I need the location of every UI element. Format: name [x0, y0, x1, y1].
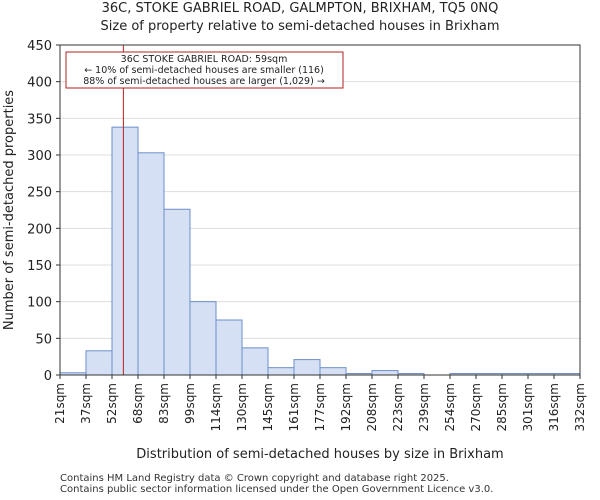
x-tick-label: 316sqm: [547, 383, 561, 431]
footer-copyright: Contains HM Land Registry data © Crown c…: [60, 473, 449, 484]
annotation-line-2: ← 10% of semi-detached houses are smalle…: [84, 65, 324, 76]
y-tick-label: 450: [27, 39, 52, 54]
x-tick-label: 285sqm: [495, 383, 509, 431]
y-tick-label: 50: [35, 332, 52, 347]
x-tick-label: 270sqm: [469, 383, 483, 431]
bar-114sqm: [215, 319, 243, 376]
x-tick-label: 192sqm: [339, 383, 353, 431]
y-tick-label: 200: [27, 222, 52, 237]
x-tick-label: 83sqm: [157, 383, 171, 424]
y-axis-ticks: 0 50 100 150 200 250 300 350 400 450: [27, 39, 60, 384]
x-tick-label: 161sqm: [287, 383, 301, 431]
bar-208sqm: [371, 370, 399, 376]
bar-161sqm: [293, 359, 321, 376]
x-tick-label: 21sqm: [53, 383, 67, 424]
y-tick-label: 150: [27, 259, 52, 274]
bar-37sqm: [85, 350, 113, 376]
bar-83sqm: [163, 208, 191, 376]
y-tick-label: 300: [27, 149, 52, 164]
bar-99sqm: [189, 301, 217, 376]
bars: [59, 126, 581, 376]
x-tick-label: 208sqm: [365, 383, 379, 431]
footer-licence: Contains public sector information licen…: [60, 484, 494, 495]
y-tick-label: 350: [27, 112, 52, 127]
y-axis-label: Number of semi-detached properties: [2, 90, 17, 330]
bar-130sqm: [241, 347, 269, 376]
x-axis-ticks: 21sqm 37sqm 52sqm 68sqm 83sqm 99sqm 114sqm 130s…: [53, 375, 587, 431]
annotation-line-1: 36C STOKE GABRIEL ROAD: 59sqm: [121, 54, 288, 65]
y-tick-label: 100: [27, 296, 52, 311]
bar-68sqm: [137, 152, 165, 376]
chart-title: 36C, STOKE GABRIEL ROAD, GALMPTON, BRIXH…: [101, 1, 499, 16]
x-tick-label: 254sqm: [443, 383, 457, 431]
x-tick-label: 99sqm: [183, 383, 197, 424]
x-tick-label: 37sqm: [79, 383, 93, 424]
chart-subtitle: Size of property relative to semi-detach…: [100, 19, 500, 34]
bar-177sqm: [319, 367, 347, 376]
x-tick-label: 239sqm: [417, 383, 431, 431]
x-tick-label: 223sqm: [391, 383, 405, 431]
x-tick-label: 52sqm: [105, 383, 119, 424]
x-tick-label: 145sqm: [261, 383, 275, 431]
y-tick-label: 400: [27, 76, 52, 91]
annotation-line-3: 88% of semi-detached houses are larger (…: [83, 76, 325, 87]
y-tick-label: 250: [27, 186, 52, 201]
bar-145sqm: [267, 367, 295, 376]
x-tick-label: 177sqm: [313, 383, 327, 431]
x-axis-label: Distribution of semi-detached houses by …: [136, 447, 503, 462]
x-tick-label: 301sqm: [521, 383, 535, 431]
annotation-box: [65, 51, 344, 89]
x-tick-label: 332sqm: [573, 383, 587, 431]
y-tick-label: 0: [44, 369, 52, 384]
x-tick-label: 68sqm: [131, 383, 145, 424]
x-tick-label: 130sqm: [235, 383, 249, 431]
x-tick-label: 114sqm: [209, 383, 223, 431]
bar-52sqm: [111, 126, 139, 376]
